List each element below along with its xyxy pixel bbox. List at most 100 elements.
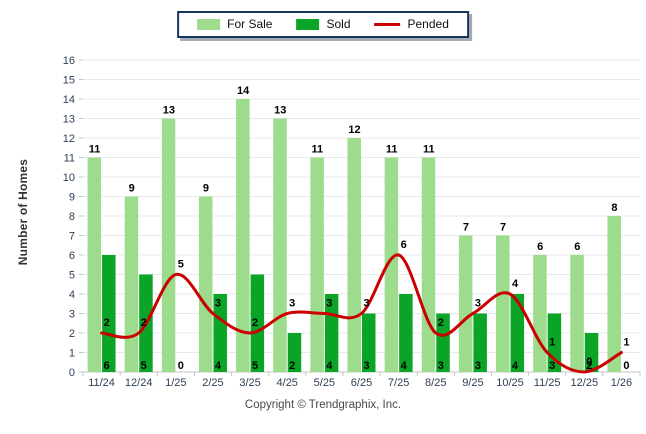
x-tick-label: 5/25 [314, 377, 335, 389]
x-tick-label: 9/25 [462, 377, 483, 389]
pended-value-label: 2 [252, 317, 258, 329]
legend-item-sold: Sold [296, 17, 351, 31]
for-sale-value-label: 12 [348, 124, 360, 136]
y-tick-label: 9 [69, 192, 75, 204]
copyright-text: Copyright © Trendgraphix, Inc. [244, 399, 402, 411]
for-sale-bar [273, 118, 287, 372]
for-sale-bar [310, 157, 324, 372]
y-tick-label: 15 [63, 75, 75, 87]
for-sale-bar [496, 235, 510, 372]
pended-value-label: 5 [178, 259, 184, 271]
for-sale-bar [198, 196, 213, 372]
y-tick-label: 7 [69, 231, 75, 243]
sold-value-label: 3 [363, 360, 369, 372]
pended-value-label: 2 [104, 317, 110, 329]
y-tick-label: 3 [69, 309, 75, 321]
for-sale-bar [124, 196, 139, 372]
sold-value-label: 6 [104, 360, 110, 372]
for-sale-value-label: 13 [274, 105, 286, 117]
y-tick-label: 2 [69, 328, 75, 340]
pended-value-label: 3 [215, 298, 221, 310]
for-sale-swatch-icon [197, 19, 221, 30]
sold-value-label: 2 [289, 360, 295, 372]
y-tick-label: 4 [69, 289, 75, 301]
sold-value-label: 0 [178, 360, 184, 372]
for-sale-bar [236, 99, 250, 372]
sold-value-label: 4 [512, 360, 519, 372]
x-tick-label: 12/24 [125, 377, 153, 389]
y-tick-label: 8 [69, 211, 75, 223]
x-tick-label: 10/25 [496, 377, 524, 389]
x-tick-label: 11/24 [88, 377, 115, 389]
pended-line-swatch-icon [374, 23, 401, 26]
sold-bar [362, 313, 376, 372]
y-tick-label: 6 [69, 250, 75, 262]
sold-value-label: 3 [475, 360, 481, 372]
y-tick-label: 1 [69, 348, 75, 360]
pended-line [100, 253, 623, 374]
x-tick-label: 7/25 [388, 377, 409, 389]
for-sale-value-label: 11 [89, 144, 101, 156]
for-sale-value-label: 14 [237, 85, 250, 97]
y-tick-label: 5 [69, 270, 75, 282]
legend: For Sale Sold Pended [177, 11, 469, 38]
for-sale-value-label: 11 [423, 144, 435, 156]
sold-value-label: 5 [252, 360, 258, 372]
sold-value-label: 3 [549, 360, 555, 372]
x-tick-label: 6/25 [351, 377, 372, 389]
for-sale-value-label: 13 [163, 105, 175, 117]
pended-value-label: 3 [475, 298, 481, 310]
pended-value-label: 1 [549, 337, 555, 349]
x-tick-label: 1/26 [611, 377, 632, 389]
sold-swatch-icon [296, 19, 320, 30]
x-tick-label: 11/25 [534, 377, 561, 389]
for-sale-bar [161, 118, 176, 372]
y-tick-label: 10 [63, 172, 75, 184]
legend-item-pended: Pended [374, 17, 449, 31]
y-tick-label: 11 [64, 153, 75, 165]
sold-bar [584, 333, 599, 372]
sold-bar [399, 294, 413, 372]
x-tick-label: 2/25 [202, 377, 223, 389]
y-axis-title: Number of Homes [16, 158, 30, 266]
sold-value-label: 0 [623, 360, 629, 372]
y-tick-label: 12 [63, 133, 75, 145]
x-tick-label: 1/25 [165, 377, 186, 389]
sold-value-label: 4 [401, 360, 408, 372]
legend-item-for-sale: For Sale [197, 18, 272, 31]
sold-value-label: 3 [438, 360, 444, 372]
sold-value-label: 4 [215, 360, 222, 372]
sold-bar [102, 255, 116, 372]
y-tick-label: 16 [63, 55, 75, 67]
pended-value-label: 6 [401, 239, 407, 251]
for-sale-bar [384, 157, 399, 372]
for-sale-value-label: 6 [537, 241, 543, 253]
for-sale-bar [533, 255, 547, 372]
pended-value-label: 2 [141, 317, 147, 329]
pended-value-label: 0 [586, 356, 592, 368]
pended-value-label: 4 [512, 278, 519, 290]
for-sale-bar [87, 157, 102, 372]
y-tick-label: 14 [63, 94, 75, 106]
legend-label-for-sale: For Sale [227, 17, 273, 31]
sold-value-label: 4 [326, 360, 333, 372]
sold-bar [287, 333, 302, 372]
for-sale-value-label: 9 [203, 183, 209, 195]
for-sale-value-label: 11 [386, 144, 398, 156]
for-sale-value-label: 11 [312, 144, 324, 156]
sold-value-label: 2 [586, 360, 592, 372]
x-tick-label: 3/25 [239, 377, 260, 389]
sold-bar [250, 274, 265, 372]
y-tick-label: 0 [69, 367, 75, 379]
x-tick-label: 12/25 [571, 377, 599, 389]
x-tick-label: 4/25 [277, 377, 298, 389]
pended-value-label: 3 [326, 298, 332, 310]
sold-bar [213, 294, 227, 372]
sold-bar [510, 294, 525, 372]
x-tick-label: 8/25 [425, 377, 446, 389]
for-sale-value-label: 7 [463, 222, 469, 234]
legend-label-sold: Sold [326, 17, 351, 31]
legend-label-pended: Pended [407, 17, 449, 31]
